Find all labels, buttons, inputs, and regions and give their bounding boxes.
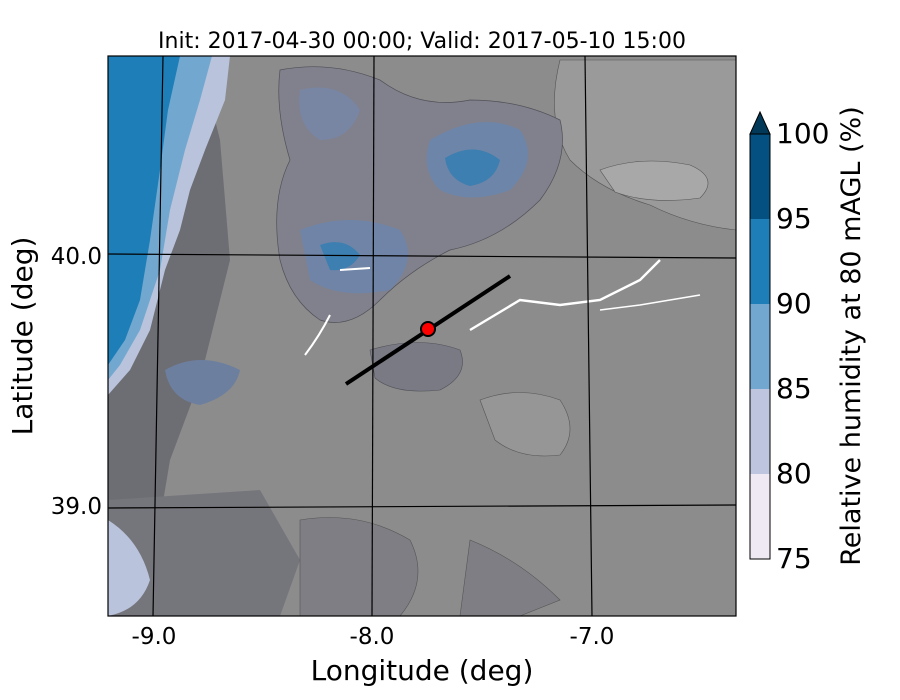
colorbar: 75 80 85 90 95 100 Relative humidity at … bbox=[749, 106, 867, 575]
colorbar-segment bbox=[750, 219, 770, 304]
river bbox=[339, 267, 371, 271]
terrain-lowland bbox=[459, 539, 561, 616]
y-tick-label: 40.0 bbox=[51, 244, 102, 270]
humid-core bbox=[320, 242, 360, 271]
terrain-lowland bbox=[108, 490, 300, 616]
coastal-band-80 bbox=[108, 520, 150, 616]
river bbox=[304, 314, 331, 356]
x-axis-label: Longitude (deg) bbox=[311, 654, 534, 687]
location-marker bbox=[420, 321, 436, 337]
river bbox=[469, 259, 661, 332]
y-axis-label: Latitude (deg) bbox=[6, 237, 39, 436]
grid-meridian bbox=[152, 56, 164, 616]
terrain-lowland bbox=[299, 517, 419, 616]
colorbar-tick-label: 85 bbox=[776, 372, 812, 405]
colorbar-frame bbox=[749, 133, 771, 560]
grid-meridian bbox=[584, 56, 593, 616]
map-frame bbox=[107, 55, 737, 617]
humid-region bbox=[369, 342, 463, 392]
colorbar-segment bbox=[750, 474, 770, 559]
humid-region bbox=[165, 360, 240, 405]
grid-meridian bbox=[371, 56, 375, 616]
colorbar-segment bbox=[750, 304, 770, 389]
grid-parallel bbox=[108, 504, 736, 509]
grid-parallel bbox=[108, 253, 736, 259]
colorbar-tick-label: 100 bbox=[776, 117, 829, 150]
terrain-high bbox=[479, 392, 571, 457]
x-tick-label: -9.0 bbox=[132, 624, 177, 650]
colorbar-tick-label: 80 bbox=[776, 457, 812, 490]
river bbox=[599, 294, 701, 311]
terrain-high bbox=[599, 160, 709, 201]
colorbar-segment bbox=[750, 389, 770, 474]
x-tick-label: -8.0 bbox=[350, 624, 395, 650]
colorbar-tick-label: 90 bbox=[776, 287, 812, 320]
colorbar-segment bbox=[750, 134, 770, 219]
colorbar-tick-label: 75 bbox=[776, 542, 812, 575]
colorbar-tick-label: 95 bbox=[776, 202, 812, 235]
colorbar-label: Relative humidity at 80 mAGL (%) bbox=[836, 106, 867, 566]
map-title: Init: 2017-04-30 00:00; Valid: 2017-05-1… bbox=[158, 29, 686, 54]
x-tick-label: -7.0 bbox=[570, 624, 615, 650]
humid-region bbox=[299, 87, 360, 140]
humid-core bbox=[445, 149, 500, 186]
colorbar-extend-arrow bbox=[749, 110, 771, 135]
y-tick-label: 39.0 bbox=[51, 494, 102, 520]
map-panel bbox=[108, 56, 736, 616]
